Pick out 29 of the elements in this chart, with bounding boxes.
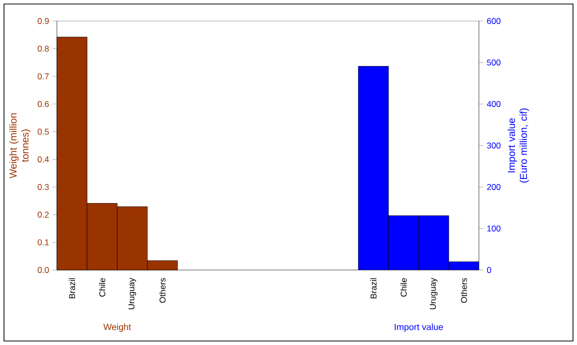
y-tick-label: 0.1 — [38, 239, 49, 246]
y-tick-label: 0.2 — [38, 212, 49, 218]
y2-tick-label: 100 — [487, 226, 501, 232]
y-tick-label: 0.6 — [38, 101, 49, 107]
y-tick-label: 0.7 — [38, 73, 49, 80]
y2-tick-label: 400 — [486, 101, 501, 107]
y-tick-label: 0.5 — [38, 128, 49, 135]
x-tick-label: Brazil — [68, 278, 76, 298]
x-tick-label: Chile — [99, 278, 106, 297]
y-tick-label: 0.8 — [38, 46, 49, 52]
y-axis-title: Weight (million tonnes) — [9, 113, 31, 178]
y2-tick-label: 200 — [487, 184, 501, 190]
y2-tick-label: 600 — [487, 18, 501, 24]
text: Import value — [394, 324, 443, 332]
x-tick-label: Chile — [400, 278, 407, 297]
y2-axis-title: Import value (Euro million, cif) — [508, 108, 529, 183]
y2-tick-label: 300 — [487, 142, 501, 148]
x-tick-label: Uruguay — [128, 278, 136, 310]
y2-tick-label: 500 — [487, 60, 501, 66]
y-tick-label: 0.9 — [38, 18, 49, 24]
x-tick-label: Brazil — [370, 278, 377, 298]
text: Weight — [103, 324, 132, 332]
y-tick-label: 0.0 — [38, 267, 49, 273]
y-tick-label: 0.4 — [38, 156, 49, 162]
x-tick-label: Uruguay — [430, 278, 438, 310]
x-tick-label: Others — [460, 278, 467, 303]
y-tick-label: 0.3 — [38, 184, 49, 190]
x-tick-label: Others — [159, 278, 166, 303]
y2-tick-label: 0 — [487, 267, 492, 273]
